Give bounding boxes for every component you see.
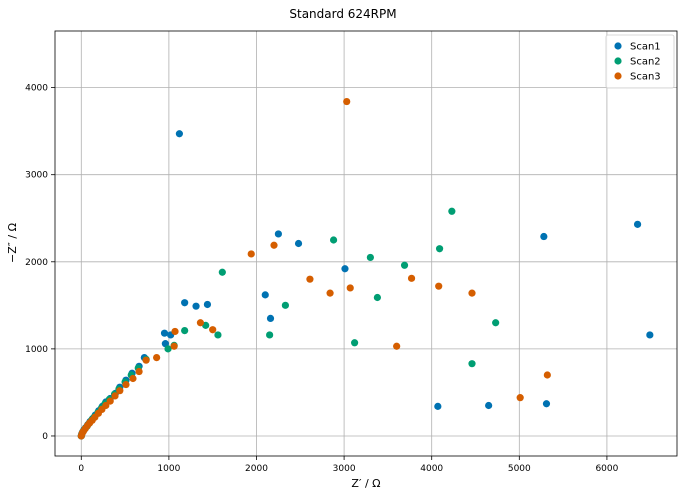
- chart-title: Standard 624RPM: [289, 7, 396, 21]
- data-point-scan1: [175, 130, 183, 138]
- legend-label-scan2: Scan2: [630, 57, 661, 68]
- data-point-scan3: [122, 380, 130, 389]
- data-point-scan3: [116, 387, 124, 395]
- data-point-scan3: [343, 97, 351, 106]
- data-point-scan1: [485, 401, 493, 410]
- data-point-scan3: [196, 319, 205, 327]
- legend-box: [605, 34, 675, 89]
- data-point-scan3: [435, 282, 443, 290]
- data-point-scan3: [326, 289, 334, 297]
- data-point-scan2: [181, 326, 189, 335]
- legend-marker-scan1: [614, 42, 622, 50]
- data-point-scan1: [192, 302, 200, 310]
- data-point-scan2: [435, 245, 444, 253]
- x-tick-label: 6000: [595, 464, 618, 474]
- legend-label-scan3: Scan3: [630, 72, 661, 83]
- x-tick-label: 0: [78, 464, 84, 474]
- data-point-scan3: [142, 356, 150, 364]
- legend-label-scan1: Scan1: [630, 42, 661, 53]
- data-point-scan3: [516, 394, 524, 402]
- legend-marker-scan3: [614, 72, 622, 80]
- data-point-scan2: [164, 345, 172, 353]
- data-point-scan1: [181, 299, 189, 307]
- data-point-scan3: [468, 289, 476, 297]
- data-point-scan1: [633, 220, 642, 228]
- data-point-scan1: [160, 329, 169, 337]
- y-tick-label: 1000: [25, 345, 48, 355]
- data-point-scan1: [542, 400, 551, 408]
- data-point-scan3: [306, 275, 314, 283]
- data-point-scan1: [203, 300, 212, 309]
- data-point-scan2: [329, 236, 338, 244]
- y-tick-label: 3000: [25, 171, 48, 181]
- data-point-scan1: [266, 314, 275, 322]
- data-point-scan1: [294, 239, 303, 248]
- plot-area-frame: [54, 30, 678, 457]
- data-point-scan3: [393, 342, 401, 350]
- x-axis-label: Z′ / Ω: [351, 477, 380, 490]
- data-point-scan2: [373, 293, 381, 302]
- axis-ticks: 0 1000 2000 3000 4000 5000 6000 0 1000 2000 3000 40…: [25, 84, 619, 474]
- data-point-scan1: [274, 230, 282, 238]
- data-point-scan3: [153, 353, 161, 362]
- data-point-scan2: [281, 301, 290, 309]
- data-point-scan2: [214, 331, 222, 339]
- data-point-scan2: [218, 268, 226, 276]
- y-tick-label: 2000: [25, 258, 48, 268]
- data-point-scan2: [366, 253, 374, 262]
- x-tick-label: 3000: [333, 464, 356, 474]
- data-point-scan2: [448, 207, 456, 215]
- data-point-scan3: [106, 397, 114, 405]
- y-tick-label: 4000: [25, 84, 48, 94]
- y-tick-label: 0: [42, 432, 48, 442]
- data-point-scan1: [341, 265, 349, 273]
- data-point-scan2: [266, 331, 274, 339]
- data-point-scan2: [468, 360, 476, 368]
- grid-lines: [55, 31, 677, 456]
- data-point-scan3: [543, 371, 551, 379]
- data-point-scan1: [646, 331, 654, 339]
- legend-marker-scan2: [614, 57, 622, 65]
- data-point-scan3: [209, 326, 217, 334]
- data-points: [77, 97, 654, 440]
- y-axis-label: −Z″ / Ω: [6, 223, 19, 263]
- x-tick-label: 5000: [508, 464, 531, 474]
- data-point-scan1: [434, 402, 442, 410]
- data-point-scan2: [351, 339, 359, 347]
- data-point-scan3: [102, 401, 110, 410]
- data-point-scan3: [135, 367, 143, 376]
- data-point-scan3: [129, 374, 137, 383]
- x-tick-label: 2000: [245, 464, 268, 474]
- data-point-scan3: [270, 241, 278, 249]
- data-point-scan3: [171, 327, 179, 336]
- data-point-scan3: [170, 342, 178, 350]
- data-point-scan1: [261, 291, 269, 299]
- data-point-scan2: [400, 261, 409, 269]
- x-tick-label: 1000: [157, 464, 180, 474]
- data-point-scan2: [492, 319, 500, 327]
- legend: Scan1 Scan2 Scan3: [605, 34, 675, 89]
- data-point-scan3: [407, 274, 416, 282]
- data-point-scan3: [346, 284, 354, 292]
- data-point-scan3: [247, 250, 255, 258]
- data-point-scan1: [540, 232, 548, 241]
- data-point-scan3: [111, 392, 119, 400]
- x-tick-label: 4000: [420, 464, 443, 474]
